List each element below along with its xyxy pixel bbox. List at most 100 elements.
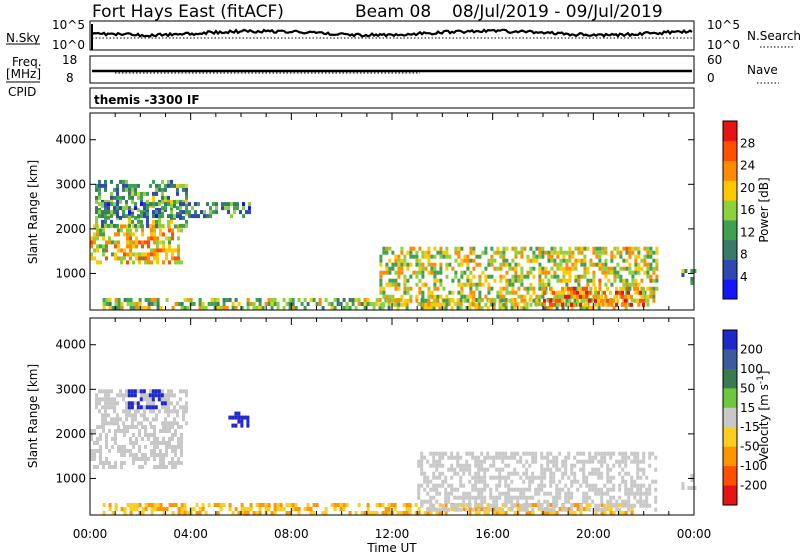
heatmap-cell — [394, 278, 398, 283]
heatmap-cell — [478, 278, 482, 283]
heatmap-cell — [654, 479, 658, 484]
heatmap-cell — [483, 471, 487, 476]
heatmap-cell — [549, 503, 553, 507]
heatmap-cell — [541, 290, 545, 295]
heatmap-cell — [612, 495, 616, 500]
heatmap-cell — [504, 503, 508, 508]
heatmap-cell — [636, 483, 640, 488]
heatmap-cell — [592, 274, 596, 279]
heatmap-cell — [375, 503, 379, 507]
heatmap-cell — [501, 511, 505, 515]
heatmap-cell — [511, 282, 515, 287]
heatmap-cell — [152, 191, 155, 196]
heatmap-cell — [609, 499, 613, 504]
heatmap-cell — [132, 252, 135, 257]
time-axis-labels: 00:00 04:00 08:00 12:00 16:00 20:00 00:00 — [73, 527, 712, 541]
heatmap-cell — [654, 455, 658, 460]
heatmap-cell — [450, 306, 454, 310]
heatmap-cell — [453, 302, 457, 306]
heatmap-cell — [432, 471, 436, 476]
heatmap-cell — [98, 195, 101, 200]
heatmap-cell — [574, 258, 578, 263]
heatmap-cell — [513, 471, 517, 476]
heatmap-cell — [309, 511, 313, 515]
heatmap-cell — [552, 455, 556, 460]
heatmap-cell — [388, 246, 392, 251]
heatmap-cell — [152, 219, 155, 224]
heatmap-cell — [634, 262, 638, 267]
heatmap-cell — [129, 449, 132, 453]
heatmap-cell — [442, 298, 446, 303]
heatmap-cell — [162, 453, 165, 457]
heatmap-cell — [161, 421, 164, 426]
heatmap-cell — [447, 298, 451, 302]
heatmap-cell — [366, 298, 370, 302]
heatmap-cell — [540, 471, 544, 476]
heatmap-cell — [618, 487, 622, 492]
heatmap-cell — [294, 507, 298, 511]
heatmap-cell — [420, 463, 424, 468]
heatmap-cell — [642, 290, 645, 295]
heatmap-cell — [493, 266, 497, 271]
heatmap-cell — [586, 246, 590, 251]
heatmap-cell — [580, 258, 584, 263]
heatmap-cell — [507, 455, 511, 460]
heatmap-cell — [342, 507, 346, 511]
heatmap-cell — [119, 215, 122, 220]
heatmap-cell — [570, 495, 574, 500]
heatmap-cell — [441, 471, 445, 476]
heatmap-cell — [454, 258, 458, 263]
heatmap-cell — [516, 302, 520, 306]
heatmap-cell — [156, 503, 160, 507]
heatmap-cell — [549, 491, 553, 496]
heatmap-cell — [504, 491, 508, 496]
heatmap-cell — [514, 290, 518, 295]
heatmap-cell — [228, 507, 232, 511]
heatmap-cell — [108, 236, 111, 241]
heatmap-cell — [240, 507, 244, 511]
heatmap-cell — [171, 461, 174, 465]
heatmap-cell — [499, 266, 503, 271]
heatmap-cell — [291, 306, 295, 310]
heatmap-cell — [135, 437, 138, 441]
heatmap-cell — [576, 479, 580, 484]
heatmap-cell — [396, 306, 400, 310]
heatmap-cell — [167, 413, 170, 418]
heatmap-cell — [98, 397, 101, 402]
heatmap-cell — [116, 183, 119, 188]
heatmap-cell — [447, 467, 451, 472]
heatmap-cell — [478, 282, 482, 287]
freq-label: Freq. — [12, 55, 42, 69]
heatmap-cell — [504, 475, 508, 480]
heatmap-cell — [631, 246, 635, 251]
heatmap-cell — [462, 499, 466, 504]
heatmap-cell — [486, 306, 490, 310]
heatmap-cell — [624, 302, 627, 307]
heatmap-cell — [176, 199, 179, 204]
heatmap-cell — [552, 471, 556, 476]
heatmap-cell — [534, 455, 538, 460]
heatmap-cell — [559, 302, 563, 307]
heatmap-cell — [105, 433, 108, 437]
heatmap-cell — [541, 270, 545, 275]
heatmap-cell — [567, 294, 570, 299]
heatmap-cell — [505, 262, 509, 267]
heatmap-cell — [125, 417, 128, 422]
heatmap-cell — [540, 467, 544, 472]
heatmap-cell — [519, 306, 523, 310]
heatmap-cell — [543, 507, 547, 512]
heatmap-cell — [125, 179, 128, 184]
heatmap-cell — [429, 479, 433, 484]
heatmap-cell — [387, 302, 391, 306]
heatmap-cell — [619, 294, 623, 299]
heatmap-cell — [564, 483, 568, 488]
heatmap-cell — [558, 507, 562, 511]
heatmap-cell — [468, 471, 472, 476]
heatmap-cell — [122, 214, 125, 219]
colorbar-tick-label: -15 — [740, 420, 760, 434]
heatmap-cell — [642, 455, 646, 460]
heatmap-cell — [507, 487, 511, 492]
heatmap-cell — [624, 483, 628, 488]
heatmap-cell — [555, 463, 559, 468]
y-tick-label: 1000 — [55, 266, 86, 280]
